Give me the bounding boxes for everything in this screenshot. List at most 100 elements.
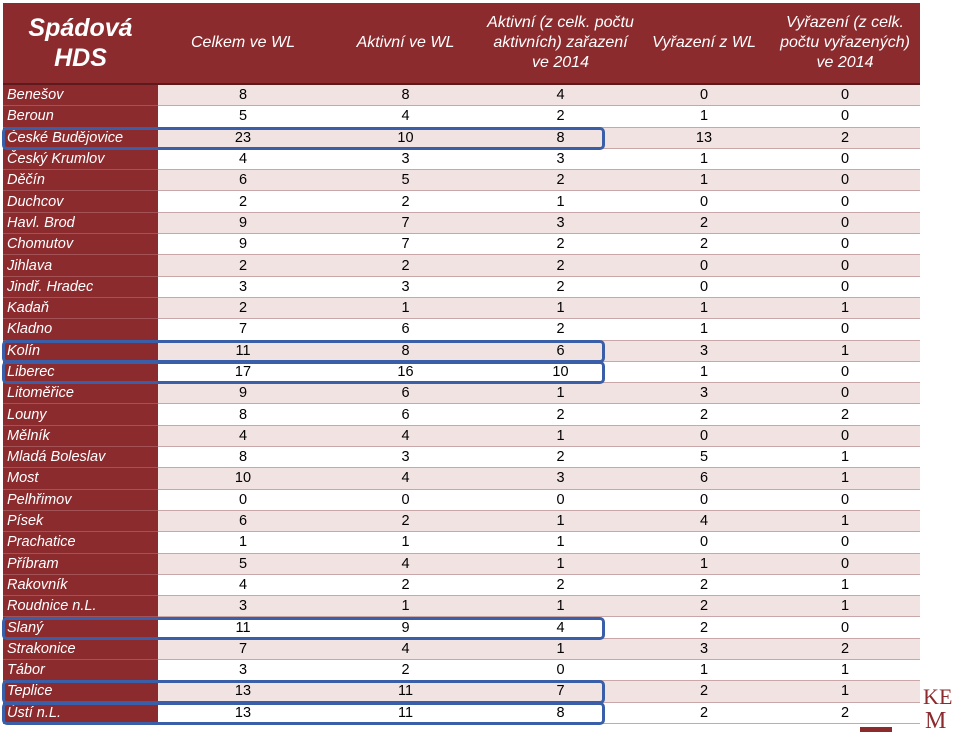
row-value-cell: 4 [328,425,483,448]
row-value-cell: 1 [638,170,770,192]
row-value-cell: 10 [158,468,328,490]
row-region-name: Děčín [3,170,158,192]
row-value-cell: 3 [328,447,483,469]
table-row: Litoměřice 9 6 1 3 0 [3,383,920,405]
row-value-cell: 0 [158,489,328,511]
row-value-cell: 0 [770,170,920,192]
header-title: Spádová HDS [3,3,158,83]
table-row: Písek 6 2 1 4 1 [3,510,920,533]
highlight-box [2,680,605,704]
row-value-cell: 7 [328,234,483,256]
table-row: Roudnice n.L. 3 1 1 2 1 [3,596,920,618]
table-row: Rakovník 4 2 2 2 1 [3,574,920,597]
row-value-cell: 5 [158,553,328,575]
row-value-cell: 2 [638,702,770,724]
table-row: Duchcov 2 2 1 0 0 [3,191,920,213]
row-value-cell: 1 [770,340,920,362]
row-value-cell: 3 [638,383,770,405]
row-value-cell: 0 [770,361,920,384]
row-value-cell: 0 [328,489,483,511]
table-row: Děčín 6 5 2 1 0 [3,170,920,192]
row-value-cell: 2 [638,212,770,235]
row-value-cell: 2 [328,660,483,682]
row-value-cell: 1 [638,148,770,171]
table-row: Tábor 3 2 0 1 1 [3,660,920,682]
row-value-cell: 2 [483,404,638,426]
row-value-cell: 0 [770,234,920,256]
table-row: Beroun 5 4 2 1 0 [3,106,920,128]
table-row: Most 10 4 3 6 1 [3,468,920,490]
table-row: Louny 8 6 2 2 2 [3,404,920,426]
row-region-name: Kadaň [3,297,158,320]
row-region-name: Český Krumlov [3,148,158,171]
header-col-active: Aktivní ve WL [356,34,455,51]
row-value-cell: 2 [483,574,638,597]
row-value-cell: 6 [328,404,483,426]
row-value-cell: 8 [328,85,483,107]
table-row: Jindř. Hradec 3 3 2 0 0 [3,276,920,298]
row-value-cell: 0 [770,106,920,128]
row-value-cell: 1 [770,468,920,490]
row-value-cell: 2 [770,702,920,724]
row-value-cell: 1 [483,638,638,661]
table-row: Benešov 8 8 4 0 0 [3,85,920,107]
row-value-cell: 2 [638,617,770,639]
row-value-cell: 0 [770,553,920,575]
row-value-cell: 7 [328,212,483,235]
svg-text:K: K [923,684,939,709]
row-value-cell: 2 [638,681,770,703]
row-region-name: Benešov [3,85,158,107]
row-value-cell: 2 [483,255,638,277]
row-value-cell: 1 [638,319,770,341]
row-value-cell: 1 [770,660,920,682]
table-row: Příbram 5 4 1 1 0 [3,553,920,575]
row-value-cell: 1 [483,297,638,320]
row-value-cell: 4 [328,106,483,128]
row-region-name: Jihlava [3,255,158,277]
row-value-cell: 0 [638,276,770,298]
row-value-cell: 0 [770,319,920,341]
row-value-cell: 5 [328,170,483,192]
row-region-name: Pelhřimov [3,489,158,511]
row-value-cell: 2 [158,191,328,213]
table-row: Chomutov 9 7 2 2 0 [3,234,920,256]
row-value-cell: 1 [638,553,770,575]
row-value-cell: 8 [158,447,328,469]
table-row: Jihlava 2 2 2 0 0 [3,255,920,277]
table-row: Ústí n.L. 13 11 8 2 2 [3,702,920,724]
row-value-cell: 0 [770,212,920,235]
table-row: Kolín 11 8 6 3 1 [3,340,920,362]
header-col-removed: Vyřazení z WL [652,34,756,51]
row-region-name: Kladno [3,319,158,341]
header-title-line2: HDS [54,44,107,72]
row-value-cell: 0 [638,255,770,277]
table-row: Kadaň 2 1 1 1 1 [3,297,920,320]
row-value-cell: 9 [158,383,328,405]
row-value-cell: 2 [483,106,638,128]
row-value-cell: 1 [483,596,638,618]
row-value-cell: 8 [158,404,328,426]
row-value-cell: 0 [770,489,920,511]
row-value-cell: 1 [483,191,638,213]
row-value-cell: 1 [770,297,920,320]
row-value-cell: 1 [770,596,920,618]
row-value-cell: 3 [158,596,328,618]
highlight-box [2,339,605,363]
row-value-cell: 1 [770,447,920,469]
row-value-cell: 1 [328,596,483,618]
header-title-line1: Spádová [28,14,133,42]
row-value-cell: 4 [328,638,483,661]
row-value-cell: 3 [483,148,638,171]
row-value-cell: 1 [483,510,638,533]
row-value-cell: 1 [770,510,920,533]
row-value-cell: 6 [328,319,483,341]
row-value-cell: 0 [770,255,920,277]
row-value-cell: 0 [770,85,920,107]
row-value-cell: 2 [483,170,638,192]
row-value-cell: 0 [483,660,638,682]
row-value-cell: 4 [483,85,638,107]
table-row: Pelhřimov 0 0 0 0 0 [3,489,920,511]
row-value-cell: 2 [483,319,638,341]
row-value-cell: 7 [158,319,328,341]
row-region-name: Tábor [3,660,158,682]
